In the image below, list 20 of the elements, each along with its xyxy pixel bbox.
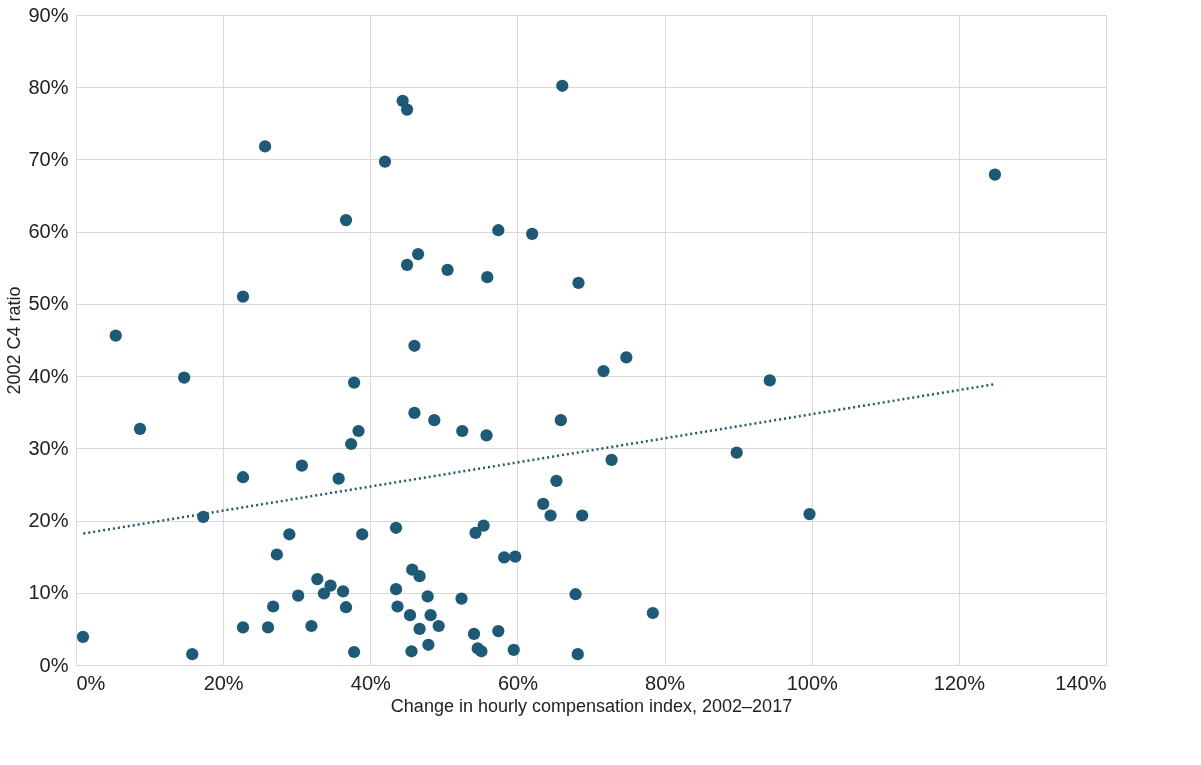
y-axis-title: 2002 C4 ratio: [4, 286, 25, 395]
x-tick-label: 80%: [645, 671, 686, 694]
y-tick-label: 20%: [28, 509, 69, 532]
x-axis-title: Change in hourly compensation index, 2002–2017: [390, 695, 793, 716]
y-tick-label: 70%: [28, 147, 69, 170]
y-tick-label: 30%: [28, 436, 69, 459]
x-tick-label: 20%: [203, 671, 244, 694]
x-tick-label: 0%: [76, 671, 106, 694]
y-tick-label: 80%: [28, 75, 69, 98]
x-tick-label: 140%: [1055, 671, 1107, 694]
y-tick-label: 90%: [28, 3, 69, 26]
x-tick-label: 40%: [350, 671, 392, 694]
y-tick-label: 10%: [28, 581, 69, 604]
y-tick-label: 50%: [28, 292, 69, 315]
y-tick-label: 60%: [28, 220, 69, 243]
y-tick-label: 40%: [28, 364, 69, 387]
x-tick-label: 60%: [497, 671, 539, 694]
x-tick-label: 120%: [933, 671, 986, 694]
y-tick-label: 0%: [39, 653, 69, 676]
x-tick-label: 100%: [786, 671, 839, 694]
